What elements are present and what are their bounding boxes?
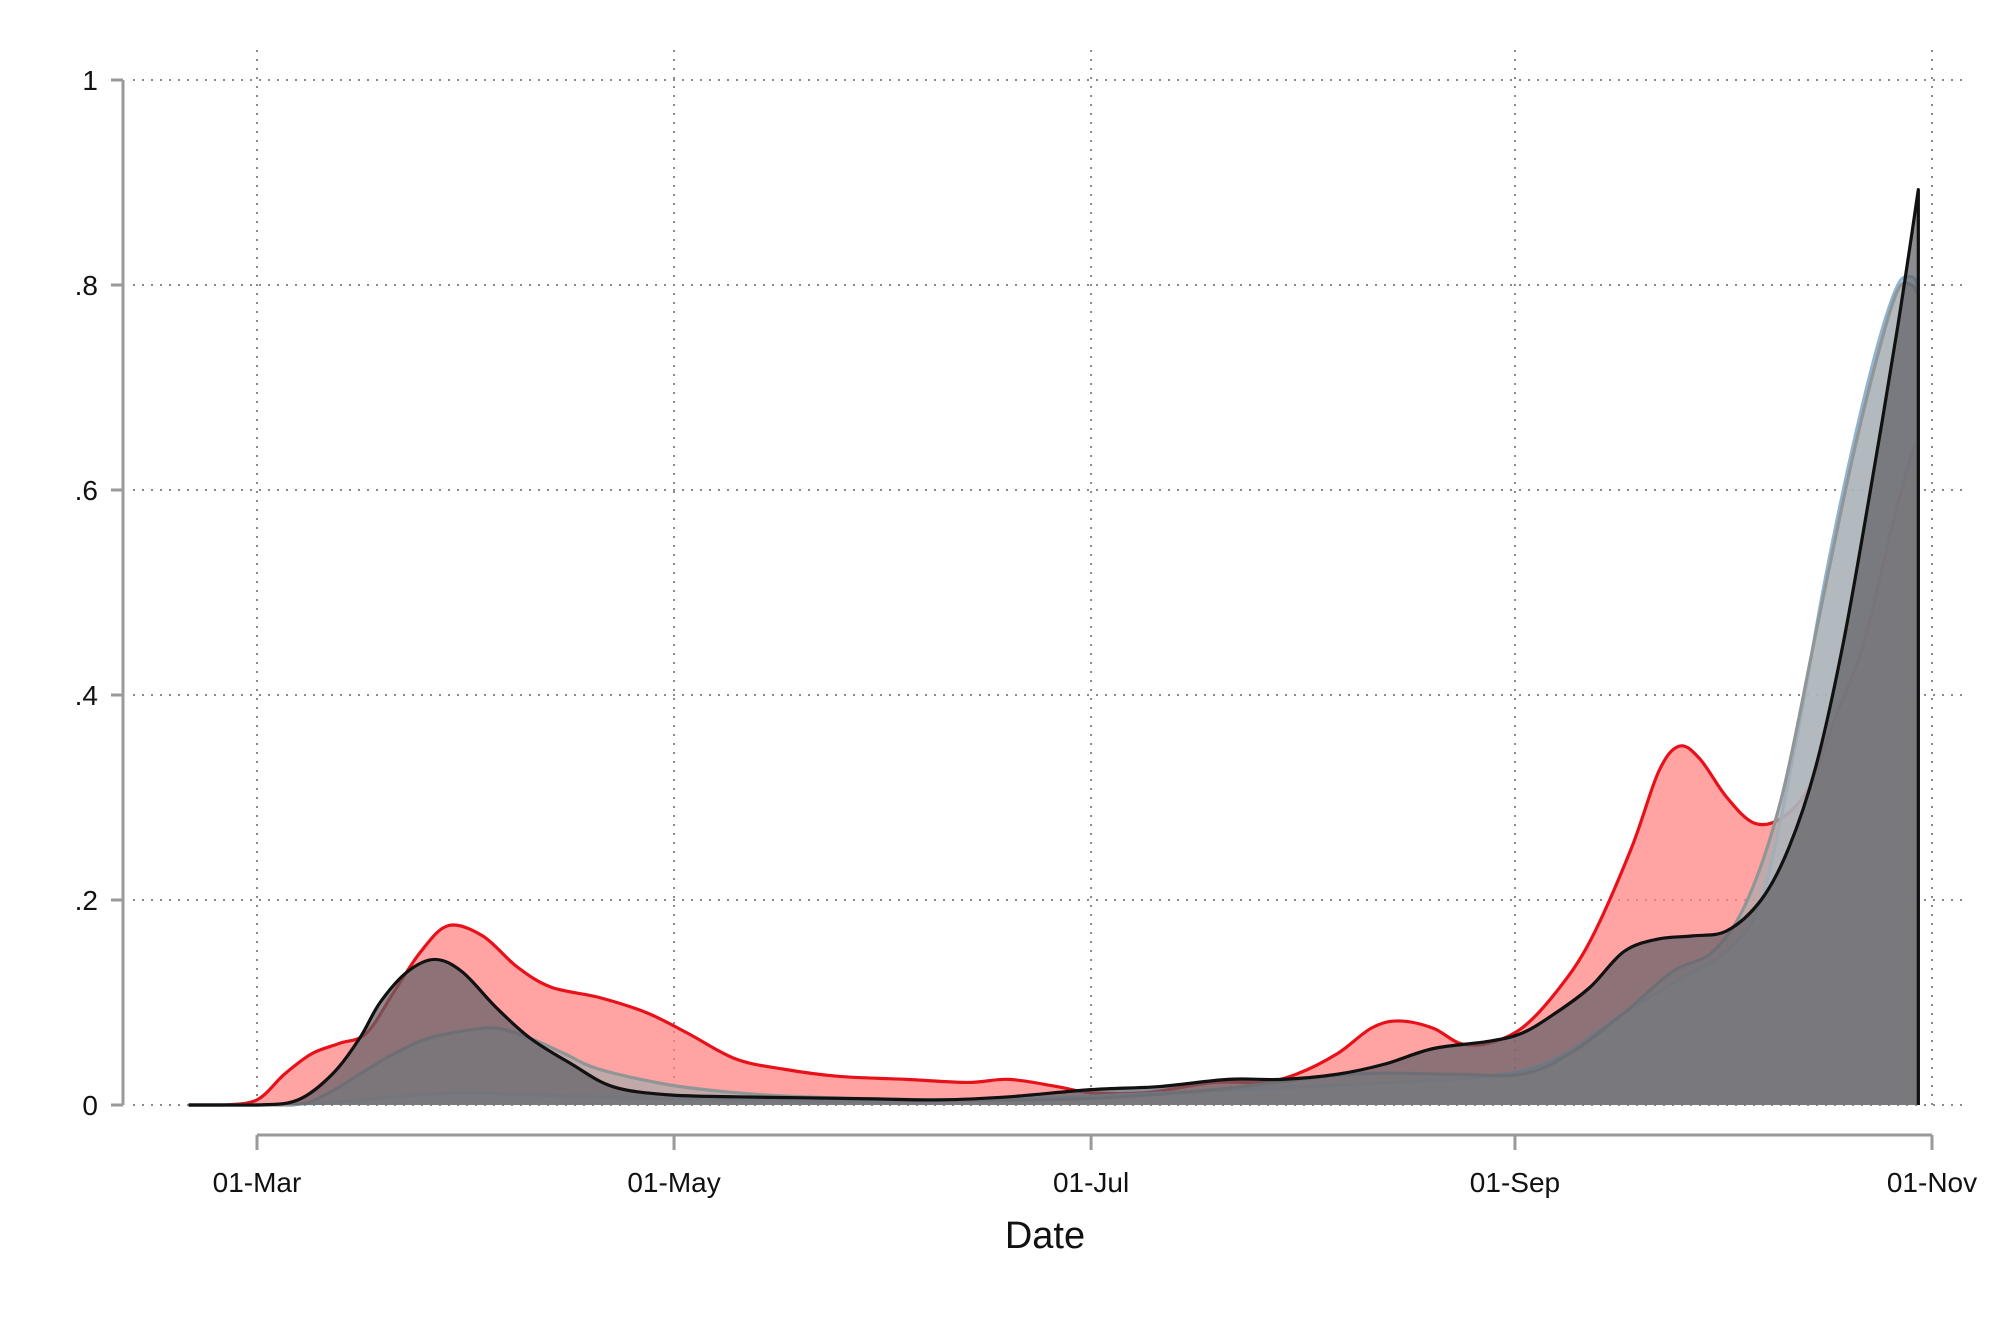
series-dark-area bbox=[188, 189, 1919, 1106]
x-tick-label: 01-Jul bbox=[1053, 1167, 1129, 1198]
y-tick-label: .2 bbox=[75, 885, 98, 916]
series-layer bbox=[188, 188, 1920, 1107]
x-tick-label: 01-May bbox=[627, 1167, 720, 1198]
x-tick-label: 01-Mar bbox=[213, 1167, 302, 1198]
y-tick-label: .8 bbox=[75, 270, 98, 301]
y-tick-label: 0 bbox=[82, 1090, 98, 1121]
series-dark-line bbox=[188, 188, 1920, 1107]
x-tick-label: 01-Sep bbox=[1470, 1167, 1560, 1198]
y-tick-label: .4 bbox=[75, 680, 98, 711]
y-tick-label: 1 bbox=[82, 65, 98, 96]
axis-layer: 0 .2 .4 .6 .8 1 01-Mar 01-May 01-Jul 01-Sep 01-Nov bbox=[75, 65, 1977, 1198]
y-tick-label: .6 bbox=[75, 475, 98, 506]
x-tick-label: 01-Nov bbox=[1887, 1167, 1977, 1198]
x-axis-title: Date bbox=[1005, 1215, 1085, 1257]
